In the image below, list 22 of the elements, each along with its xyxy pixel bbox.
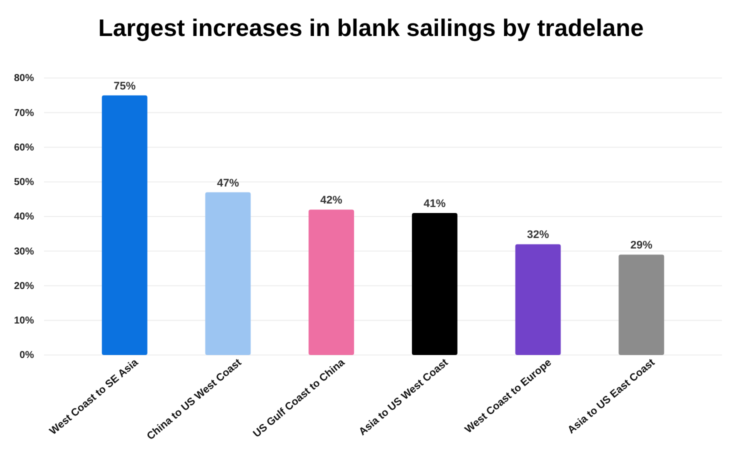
y-tick-label: 40% [14,212,34,223]
data-label: 47% [216,177,240,190]
data-label: 32% [527,229,550,242]
y-tick-label: 20% [14,280,34,292]
data-label: 41% [424,198,446,210]
y-tick-label: 10% [14,316,34,327]
bar [618,254,664,355]
y-tick-label: 70% [14,108,34,119]
chart-title: Largest increases in blank sailings by tradelane [98,15,644,42]
bar [205,192,251,355]
y-tick-label: 50% [14,177,34,188]
bar [308,210,354,355]
bar [102,95,148,355]
y-tick-label: 80% [14,73,34,84]
y-tick-label: 60% [14,142,34,154]
data-label: 75% [114,80,136,92]
y-tick-label: 0% [20,350,34,362]
data-label: 29% [630,240,653,252]
bar [515,244,561,355]
data-label: 42% [320,194,343,207]
bar [412,213,458,355]
y-tick-label: 30% [14,246,34,258]
